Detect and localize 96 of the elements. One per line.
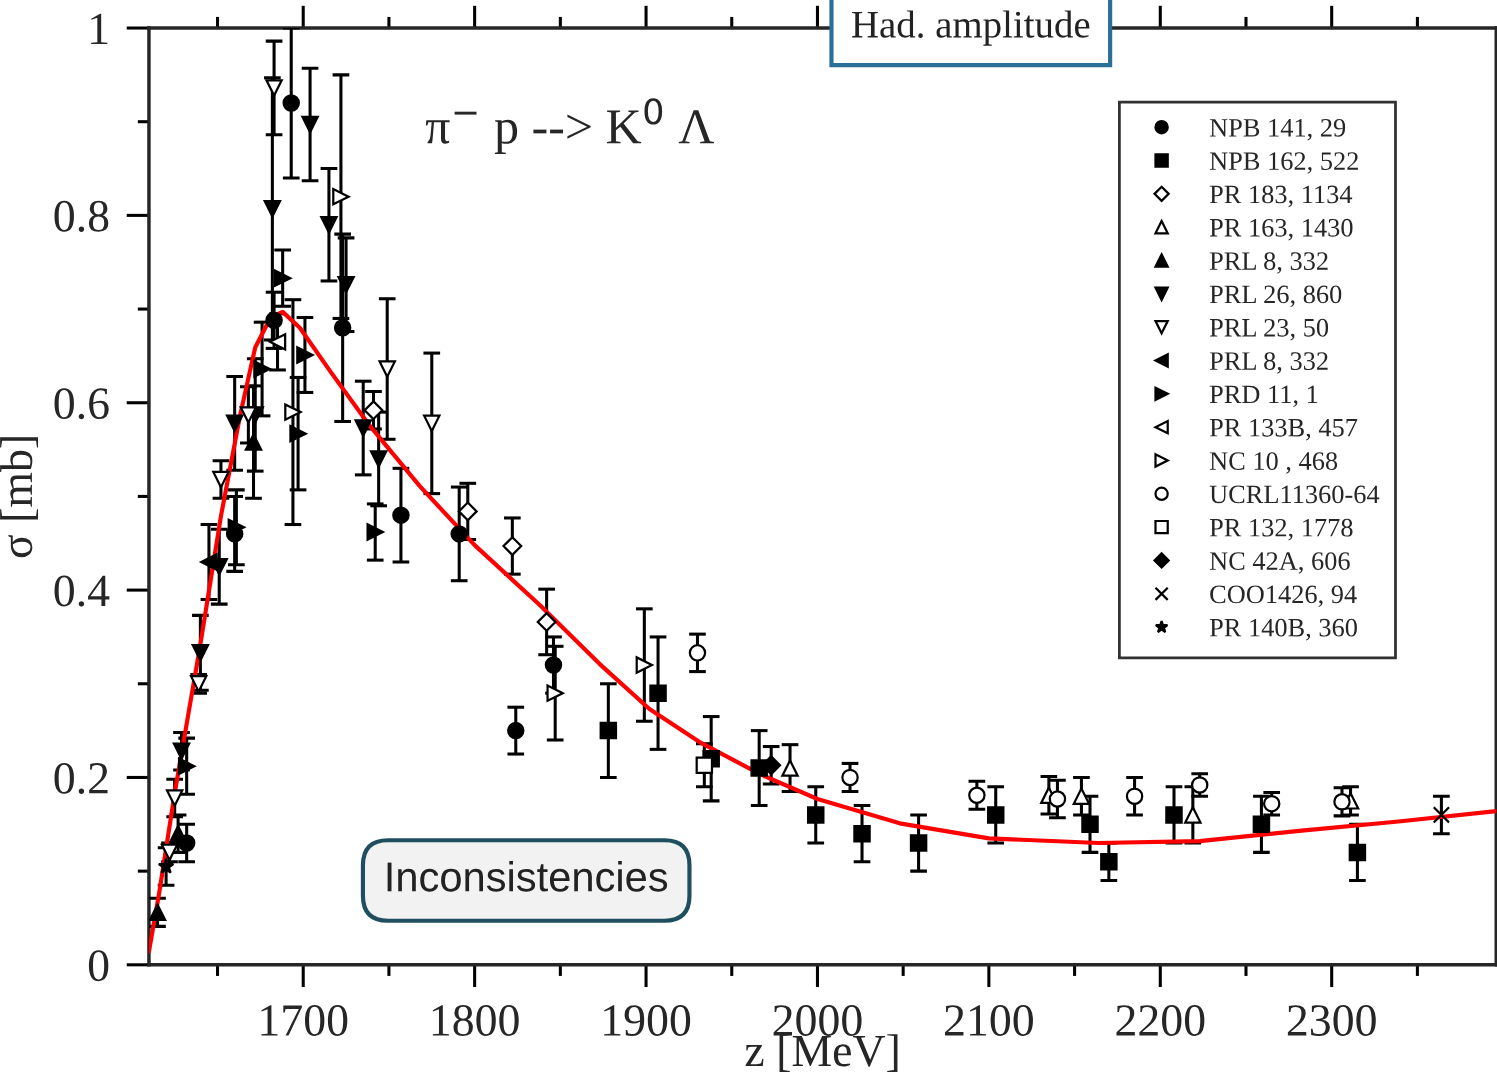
point xyxy=(212,470,230,489)
point xyxy=(544,656,563,674)
point xyxy=(1100,853,1118,871)
point xyxy=(263,200,282,218)
point xyxy=(177,757,196,775)
point xyxy=(268,333,287,351)
point xyxy=(986,806,1005,824)
point xyxy=(225,414,244,433)
legend-label: PRL 8, 332 xyxy=(1209,252,1328,274)
point xyxy=(1165,806,1183,824)
point xyxy=(378,360,396,378)
point xyxy=(148,903,167,922)
point xyxy=(599,721,618,740)
point xyxy=(320,216,338,234)
legend-label: NC 42A, 606 xyxy=(1209,552,1350,574)
point xyxy=(165,789,184,807)
legend-label: PR 132, 1778 xyxy=(1209,518,1353,541)
point xyxy=(841,768,859,787)
y-tick-label: 0.6 xyxy=(54,388,109,420)
point xyxy=(1333,793,1351,811)
x-tick-label: 2000 xyxy=(773,1005,862,1036)
y-tick-label: 0.2 xyxy=(54,762,108,795)
point xyxy=(688,644,707,662)
legend-label: PRL 8, 332 xyxy=(1209,352,1328,374)
point xyxy=(450,525,468,543)
point xyxy=(536,612,557,632)
point xyxy=(200,553,218,571)
point xyxy=(807,806,825,824)
point xyxy=(366,523,384,541)
x-tick-label: 2200 xyxy=(1116,1005,1205,1036)
point xyxy=(1432,806,1451,824)
point xyxy=(337,275,355,294)
y-tick-label: 0.8 xyxy=(54,200,109,232)
point xyxy=(1072,787,1091,805)
point xyxy=(392,506,410,524)
legend-label: COO1426, 94 xyxy=(1210,585,1357,608)
annotation: Inconsistencies xyxy=(387,861,668,892)
legend-label: PR 140B, 360 xyxy=(1209,618,1357,641)
x-tick-label: 1900 xyxy=(604,1005,691,1036)
legend-label: PR 163, 1430 xyxy=(1209,218,1353,241)
point xyxy=(507,721,525,740)
point xyxy=(282,94,300,112)
point xyxy=(909,834,928,852)
y-axis-title: σ [mb] xyxy=(0,437,39,558)
point xyxy=(172,742,191,760)
y-tick-label: 1 xyxy=(91,13,108,44)
y-tick-label: 0 xyxy=(88,950,109,982)
point xyxy=(1048,790,1067,808)
legend-label: NC 10 , 468 xyxy=(1209,452,1338,474)
point xyxy=(289,424,307,443)
point xyxy=(253,360,271,378)
x-tick-label: 2300 xyxy=(1287,1005,1376,1036)
point xyxy=(423,414,441,433)
x-tick-label: 1800 xyxy=(432,1005,519,1036)
legend-label: PR 183, 1134 xyxy=(1209,185,1353,208)
point xyxy=(284,403,302,421)
legend-label: PRL 26, 860 xyxy=(1209,285,1342,308)
point xyxy=(1125,787,1144,805)
point xyxy=(781,759,799,777)
point xyxy=(546,684,564,702)
x-tick-label: 1700 xyxy=(261,1005,348,1036)
legend-label: PRL 23, 50 xyxy=(1209,318,1329,341)
point xyxy=(333,319,352,337)
point xyxy=(273,269,292,287)
point xyxy=(244,433,263,451)
point xyxy=(301,115,319,134)
point xyxy=(265,79,283,97)
point xyxy=(457,501,478,522)
point xyxy=(502,536,523,557)
legend-label: NPB 141, 29 xyxy=(1209,118,1346,141)
point xyxy=(239,406,258,424)
point xyxy=(695,756,714,775)
point xyxy=(968,786,986,804)
line-series xyxy=(148,309,1497,954)
text: π$^{−}$ p --> K$^{0}$ Λ xyxy=(425,98,715,154)
annotation: Had. amplitude xyxy=(852,10,1090,46)
legend-label: UCRL11360-64 xyxy=(1209,485,1380,504)
point xyxy=(369,450,388,468)
point xyxy=(296,346,314,364)
point xyxy=(649,684,667,702)
x-tick-label: 2100 xyxy=(945,1005,1033,1036)
legend-label: PR 133B, 457 xyxy=(1209,418,1358,441)
point xyxy=(1348,843,1367,862)
point xyxy=(191,644,210,662)
point xyxy=(1252,815,1271,834)
point xyxy=(853,824,871,843)
point xyxy=(265,311,283,330)
point xyxy=(363,400,384,421)
y-tick-label: 0.4 xyxy=(54,575,110,607)
point xyxy=(354,419,372,437)
point xyxy=(1081,815,1099,834)
legend-label: PRD 11, 1 xyxy=(1209,385,1318,408)
legend-label: NPB 162, 522 xyxy=(1209,152,1358,174)
point xyxy=(1184,806,1202,824)
point xyxy=(635,656,654,674)
point xyxy=(332,187,350,206)
